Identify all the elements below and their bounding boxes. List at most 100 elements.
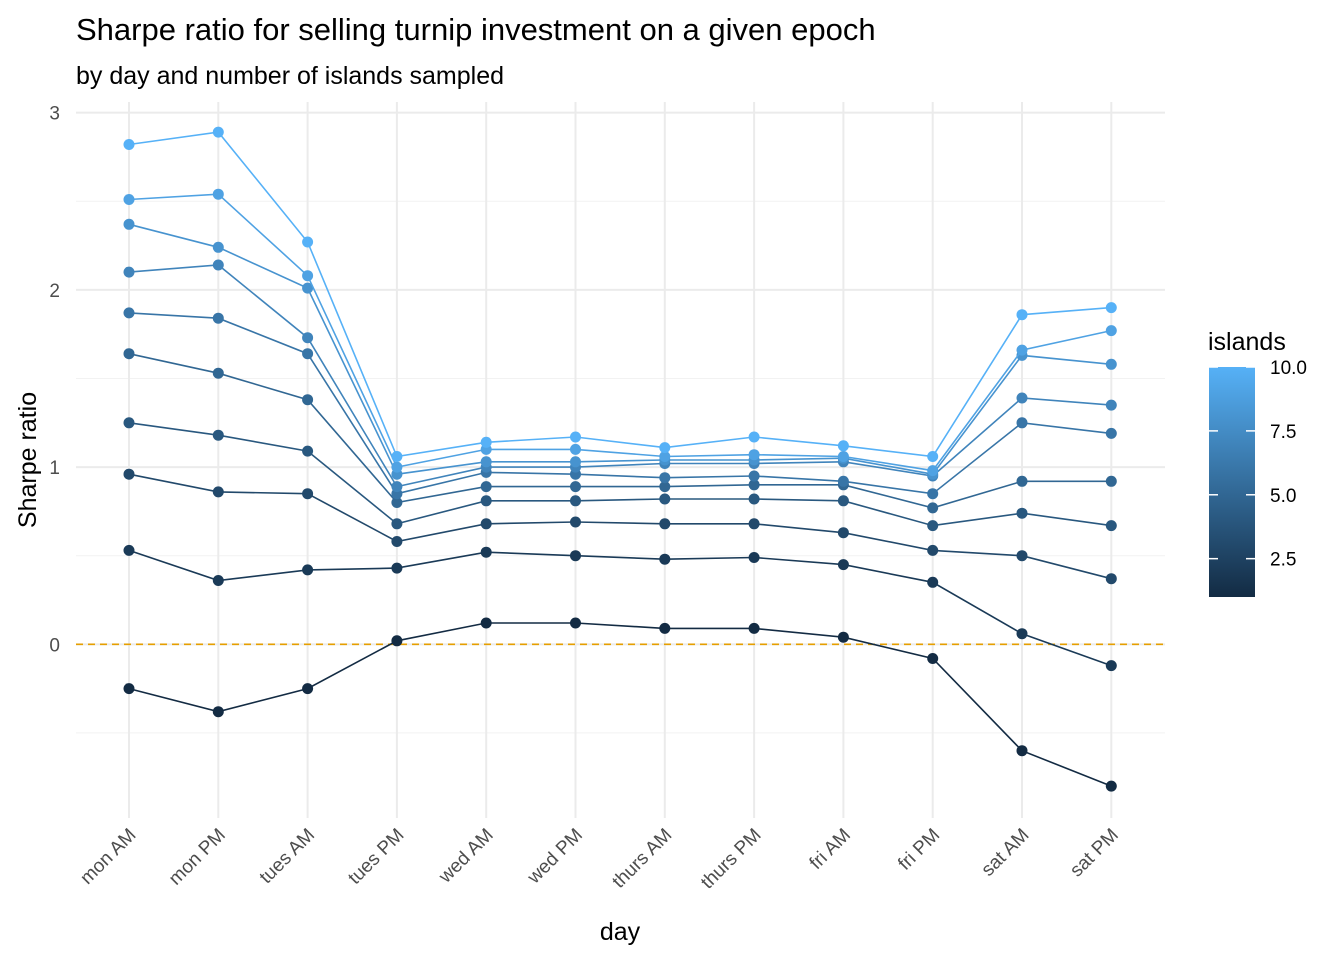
data-point [212,367,224,379]
y-axis-tick-labels: 0 1 2 3 [49,104,60,657]
data-point [570,495,581,507]
series-layer [123,126,1117,792]
data-point [1105,573,1117,585]
data-point [837,559,849,571]
series-line [128,312,1112,495]
data-point [480,436,492,448]
data-point [480,617,492,629]
data-point [927,502,939,514]
data-point [391,518,403,530]
data-point [570,516,581,528]
data-point [123,218,135,230]
x-tick-label: sat AM [978,825,1034,881]
data-point [748,493,760,505]
data-point [391,635,403,647]
data-point [302,445,314,457]
data-point [927,653,939,664]
data-point [123,307,135,319]
y-tick-label: 2 [49,281,60,302]
data-point [212,312,224,324]
series-line [128,193,1112,472]
data-point [659,518,671,530]
series-line [128,264,1112,488]
data-point [1016,550,1028,562]
data-point [391,536,403,547]
x-tick-label: mon PM [165,825,230,890]
data-point [212,575,224,586]
data-point [212,429,224,441]
data-point [1105,780,1117,792]
series-islands-7 [123,259,1117,493]
data-point [1016,392,1028,404]
legend-tick-label: 7.5 [1270,422,1296,443]
y-axis-title: Sharpe ratio [14,392,42,528]
legend-title: islands [1208,328,1286,356]
legend-tick-label: 10.0 [1270,358,1307,379]
legend-tick-label: 5.0 [1270,486,1296,507]
data-point [659,481,671,493]
y-tick-label: 1 [49,458,60,479]
data-point [570,550,581,562]
data-point [570,431,581,443]
data-point [1016,309,1028,321]
data-point [391,451,403,462]
data-point [927,576,939,588]
data-point [302,332,314,344]
data-point [837,527,849,539]
data-point [123,544,135,556]
data-point [927,520,939,532]
x-tick-label: fri PM [894,825,944,875]
data-point [480,456,492,468]
series-line [128,549,1112,667]
data-point [927,465,939,477]
series-line [128,622,1112,787]
data-point [570,443,581,455]
data-point [212,706,224,718]
x-tick-label: mon AM [76,825,140,889]
data-point [1105,660,1117,672]
data-point [837,475,849,487]
series-line [128,131,1112,458]
data-point [391,481,403,493]
data-point [837,631,849,643]
data-point [1105,399,1117,411]
series-islands-9 [123,188,1117,477]
y-tick-label: 3 [49,104,60,125]
data-point [1105,520,1117,532]
series-islands-6 [123,307,1117,500]
data-point [748,552,760,563]
x-tick-label: thurs PM [697,825,766,894]
series-line [128,473,1112,580]
series-line [128,352,1112,509]
series-islands-4 [123,417,1117,532]
y-tick-label: 0 [49,635,60,656]
data-point [659,451,671,462]
data-point [302,488,314,500]
legend-ticks: 2.5 5.0 7.5 10.0 [1209,358,1307,571]
data-point [1016,475,1028,487]
data-point [123,468,135,480]
x-tick-label: tues AM [256,825,319,888]
data-point [212,126,224,138]
data-point [123,194,135,205]
data-point [480,546,492,558]
data-point [659,553,671,565]
series-islands-8 [123,218,1117,480]
data-point [212,486,224,498]
data-point [1105,475,1117,487]
data-point [1016,507,1028,519]
data-point [927,488,939,500]
series-islands-2 [123,544,1117,672]
data-point [659,622,671,634]
data-point [391,562,403,574]
data-point [659,493,671,505]
data-point [480,481,492,493]
chart-subtitle: by day and number of islands sampled [76,62,504,90]
data-point [748,431,760,443]
series-islands-5 [123,348,1117,514]
data-point [302,683,314,695]
data-point [302,282,314,294]
data-point [302,236,314,248]
data-point [302,348,314,360]
